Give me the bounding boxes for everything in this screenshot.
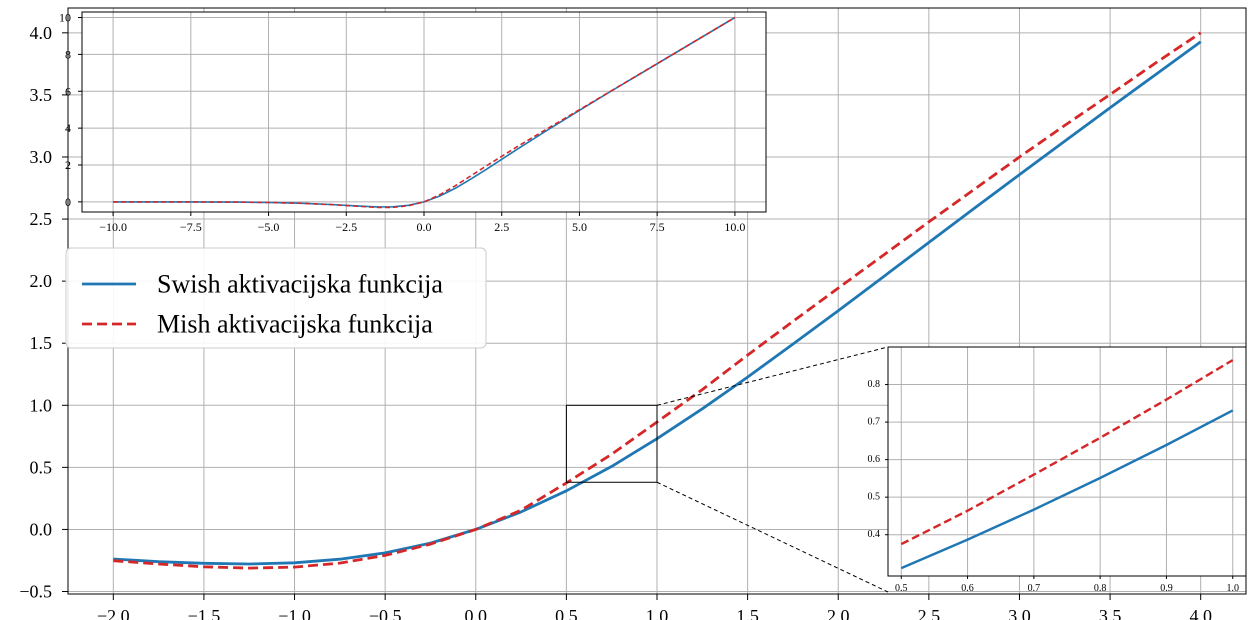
inset-zoom-background	[888, 347, 1246, 576]
legend-label-1: Mish aktivacijska funkcija	[157, 310, 433, 339]
main-ytick-label-5: 2.0	[30, 271, 53, 291]
main-ytick-label-0: −0.5	[19, 582, 52, 602]
zoom-connector-top	[656, 346, 889, 406]
legend: Swish aktivacijska funkcija Mish aktivaci…	[65, 247, 487, 349]
inset-full-xtick-label-8: 10.0	[724, 220, 745, 234]
main-xtick-label-0: −2.0	[97, 606, 130, 620]
main-xtick-label-8: 2.0	[827, 606, 850, 620]
main-ytick-label-7: 3.0	[30, 147, 53, 167]
inset-full-xtick-label-4: 0.0	[417, 220, 432, 234]
inset-full-xtick-label-0: −10.0	[99, 220, 127, 234]
main-xtick-label-10: 3.0	[1008, 606, 1031, 620]
inset-zoom-ytick-label-0: 0.4	[868, 529, 881, 540]
inset-full-xtick-label-5: 2.5	[494, 220, 509, 234]
main-xtick-label-7: 1.5	[736, 606, 759, 620]
inset-full-series-line-1	[113, 16, 736, 209]
chart-inset-zoom: 0.5 0.6 0.7 0.8 0.9 1.0 0.4 0.5 0.6 0.7 0.8	[868, 346, 1247, 594]
inset-full-ytick-label-0: 0	[65, 195, 71, 209]
inset-zoom-ytick-label-3: 0.7	[868, 417, 881, 428]
main-xtick-label-1: −1.5	[188, 606, 221, 620]
inset-zoom-xtick-label-4: 0.9	[1160, 583, 1173, 594]
main-ytick-label-1: 0.0	[30, 519, 53, 539]
main-ytick-label-8: 3.5	[30, 85, 53, 105]
main-ytick-label-4: 1.5	[30, 333, 53, 353]
inset-zoom-xtick-label-1: 0.6	[961, 583, 974, 594]
inset-full-ytick-label-5: 10	[59, 11, 71, 25]
inset-full-ytick-label-1: 2	[65, 158, 71, 172]
inset-zoom-xtick-label-5: 1.0	[1226, 583, 1239, 594]
inset-zoom-ytick-label-1: 0.5	[868, 492, 881, 503]
main-ytick-label-6: 2.5	[30, 209, 53, 229]
main-ytick-label-2: 0.5	[30, 457, 53, 477]
inset-full-ytick-label-2: 4	[65, 121, 71, 135]
inset-full-ytick-label-3: 6	[65, 84, 71, 98]
chart-inset-full: −10.0 −7.5 −5.0 −2.5 0.0 2.5 5.0 7.5 10.0 0 2 4 6 8 10	[59, 11, 767, 234]
inset-full-ytick-label-4: 8	[65, 47, 71, 61]
main-xtick-label-11: 3.5	[1099, 606, 1122, 620]
main-xtick-label-9: 2.5	[918, 606, 941, 620]
main-ytick-label-3: 1.0	[30, 395, 53, 415]
inset-full-xtick-label-3: −2.5	[335, 220, 357, 234]
inset-full-xtick-label-6: 5.0	[572, 220, 587, 234]
inset-zoom-series-line-1	[900, 359, 1234, 546]
inset-full-xtick-label-7: 7.5	[650, 220, 665, 234]
main-xtick-label-4: 0.0	[465, 606, 488, 620]
inset-zoom-ytick-label-4: 0.8	[868, 379, 881, 390]
main-ytick-label-9: 4.0	[30, 23, 53, 43]
inset-zoom-ytick-label-2: 0.6	[868, 454, 881, 465]
main-xtick-label-6: 1.0	[646, 606, 669, 620]
main-xtick-label-3: −0.5	[369, 606, 402, 620]
zoom-connector-bottom	[656, 481, 889, 593]
inset-zoom-xtick-label-0: 0.5	[895, 583, 908, 594]
legend-box	[65, 247, 487, 349]
main-xtick-label-12: 4.0	[1189, 606, 1212, 620]
legend-label-0: Swish aktivacijska funkcija	[157, 270, 443, 299]
zoom-region-box	[565, 404, 658, 483]
inset-zoom-series-line-0	[900, 409, 1234, 570]
inset-full-xtick-label-2: −5.0	[258, 220, 280, 234]
inset-zoom-xtick-label-2: 0.7	[1028, 583, 1041, 594]
inset-zoom-xtick-label-3: 0.8	[1094, 583, 1107, 594]
main-xtick-label-2: −1.0	[278, 606, 311, 620]
main-xtick-label-5: 0.5	[555, 606, 578, 620]
inset-zoom-frame	[887, 346, 1247, 577]
inset-full-xtick-label-1: −7.5	[180, 220, 202, 234]
